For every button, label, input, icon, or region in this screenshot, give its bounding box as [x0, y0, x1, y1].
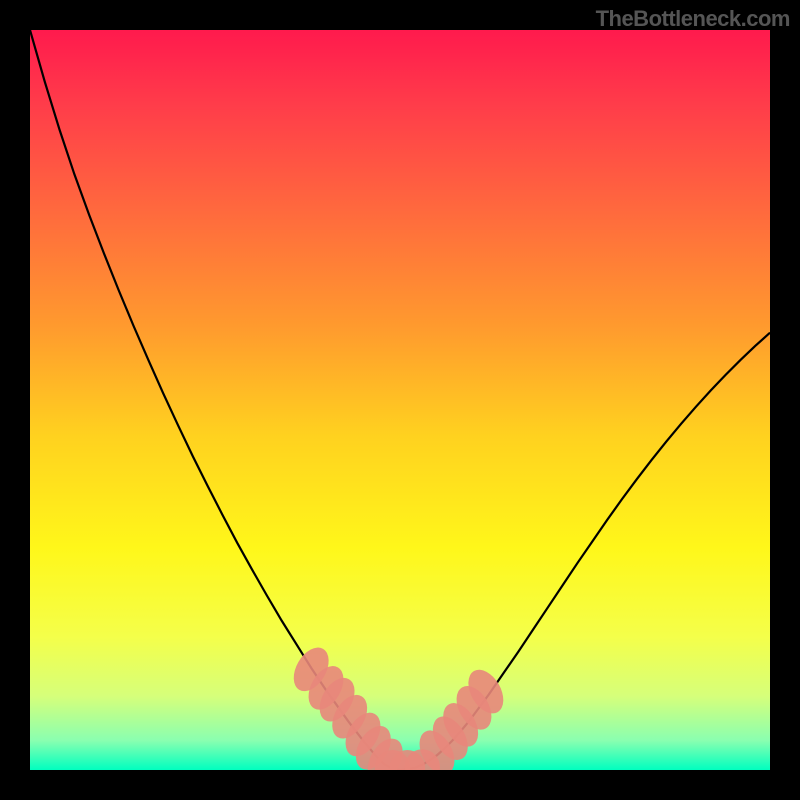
curve-left: [30, 30, 400, 770]
chart-curves: [30, 30, 770, 770]
plot-area: [30, 30, 770, 770]
watermark-text: TheBottleneck.com: [596, 6, 790, 32]
